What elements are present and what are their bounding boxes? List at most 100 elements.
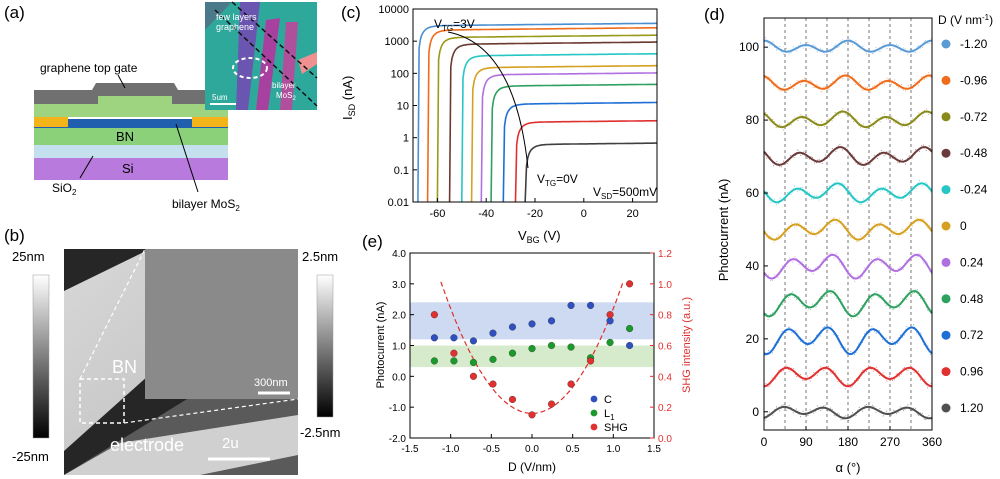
svg-text:bilayer: bilayer bbox=[272, 81, 296, 90]
panel-d-xtick-label: 270 bbox=[880, 435, 900, 449]
panel-c-series-line bbox=[448, 41, 657, 202]
panel-b: (b) 25nm -25nm BN electrode 300nm 2u 2.5… bbox=[4, 226, 340, 475]
panel-d-ytick-label: 100 bbox=[739, 40, 759, 54]
panel-e-point-c bbox=[567, 301, 575, 309]
panel-c-series-line bbox=[514, 119, 657, 202]
panel-c-series-line bbox=[436, 34, 657, 202]
panel-d-series-fit bbox=[763, 110, 933, 129]
si-label: Si bbox=[122, 161, 134, 176]
panel-d-series-data bbox=[763, 107, 933, 131]
svg-text:-2.5nm: -2.5nm bbox=[300, 425, 340, 440]
panel-d-legend-label: 0.48 bbox=[960, 292, 984, 306]
panel-e-ytick-right-label: 0.0 bbox=[658, 434, 672, 445]
panel-e-ytick-left-label: 4.0 bbox=[392, 249, 406, 260]
panel-c-xtick-label: -20 bbox=[527, 208, 543, 220]
panel-e-ytick-right-label: 1.2 bbox=[658, 249, 672, 260]
panel-d-series-data bbox=[763, 216, 933, 244]
panel-e-xtick-label: -1.0 bbox=[442, 444, 460, 455]
panel-e-point-c bbox=[547, 317, 556, 325]
panel-d-legend-label: 0.72 bbox=[960, 328, 984, 342]
panel-e-point-shg bbox=[450, 349, 458, 357]
panel-e-point-shg bbox=[567, 380, 575, 388]
panel-c-series-line bbox=[461, 52, 657, 202]
panel-d-legend-marker bbox=[941, 367, 951, 377]
optical-image-inset: few layers graphene bilayer MoS2 5um bbox=[205, 1, 318, 110]
panel-c-ylabel: ISD (nA) bbox=[340, 76, 357, 120]
panel-e-legend-marker bbox=[590, 409, 598, 417]
panel-e-point-shg bbox=[508, 395, 517, 404]
panel-d-series-fit bbox=[763, 74, 933, 91]
svg-text:2.5nm: 2.5nm bbox=[302, 249, 338, 264]
electrode-label: electrode bbox=[110, 435, 184, 455]
panel-c-series-line bbox=[426, 26, 658, 202]
panel-d-xtick-label: 360 bbox=[922, 435, 942, 449]
panel-e-point-l1 bbox=[469, 358, 477, 367]
top-gate-label: graphene top gate bbox=[40, 61, 138, 75]
panel-d-ytick-label: 40 bbox=[746, 259, 760, 273]
afm-image: BN electrode 300nm 2u bbox=[64, 248, 299, 475]
panel-d-legend-label: -0.48 bbox=[960, 146, 988, 160]
panel-e-point-l1 bbox=[508, 349, 517, 357]
annotation-vtg-3v: VTG=3V bbox=[434, 17, 475, 33]
panel-e-xtick-label: 1.0 bbox=[606, 444, 620, 455]
panel-c-xlabel: VBG (V) bbox=[518, 228, 561, 245]
panel-e-ytick-left-label: 3.0 bbox=[392, 280, 406, 291]
panel-e-point-l1 bbox=[528, 345, 536, 353]
panel-e-xlabel: D (V/nm) bbox=[508, 460, 556, 474]
panel-e-scatter-chart: (e) -1.5 -1.0 -0.5 0.0 0.5 1.0 1.5 -2.0 -1.0 0.0 1… bbox=[362, 232, 693, 474]
panel-e-point-l1 bbox=[606, 338, 614, 346]
panel-c-series-line bbox=[502, 101, 657, 202]
svg-text:few layers: few layers bbox=[216, 12, 257, 22]
panel-d-series-fit bbox=[763, 366, 933, 388]
left-colorbar bbox=[32, 274, 50, 439]
inset-flake-1 bbox=[236, 2, 260, 110]
panel-e-legend-marker bbox=[590, 423, 598, 431]
panel-e-ytick-right-label: 0.2 bbox=[658, 403, 672, 414]
inset-bilayer-outline bbox=[232, 57, 268, 79]
panel-e-point-c bbox=[469, 337, 477, 345]
mos2-layer bbox=[34, 119, 228, 128]
panel-c-ytick-label: 10000 bbox=[378, 4, 409, 16]
panel-e-legend-label: SHG bbox=[604, 422, 628, 434]
panel-c-ytick-label: 0.01 bbox=[388, 197, 409, 209]
sio2-layer bbox=[34, 145, 228, 158]
panel-d-polar-chart: (d) 0 90 180 270 360 0 20 40 60 80 100 Photocurren… bbox=[704, 5, 993, 475]
panel-e-point-c bbox=[626, 341, 634, 350]
panel-e-xtick-label: -0.5 bbox=[483, 444, 501, 455]
panel-d-ytick-label: 80 bbox=[746, 113, 760, 127]
panel-d-legend-marker bbox=[941, 75, 951, 85]
panel-e-ytick-right-label: 1.0 bbox=[658, 280, 672, 291]
panel-d-ytick-label: 0 bbox=[752, 405, 759, 419]
panel-a: (a) graphene top gate BN Si SiO2 bilayer… bbox=[4, 1, 318, 213]
annotation-arrow bbox=[447, 31, 529, 169]
graphene-top-gate bbox=[34, 83, 228, 104]
bn-label: BN bbox=[116, 129, 134, 144]
panel-e-point-shg bbox=[430, 311, 438, 319]
panel-d-series-data bbox=[763, 323, 933, 358]
bilayer-label: bilayer MoS2 bbox=[172, 197, 240, 213]
panel-d-legend-label: 0.24 bbox=[960, 255, 984, 269]
panel-d-series-fit bbox=[763, 39, 933, 53]
panel-e-point-c bbox=[528, 320, 536, 328]
electrode-right bbox=[192, 117, 228, 127]
panel-e-point-c bbox=[606, 317, 614, 325]
panel-d-xtick-label: 180 bbox=[838, 435, 858, 449]
panel-d-xtick-label: 0 bbox=[761, 435, 768, 449]
bilayer-pointer bbox=[175, 123, 199, 193]
panel-e-point-shg bbox=[587, 357, 595, 365]
panel-c-series-line bbox=[524, 142, 657, 202]
annotation-vsd: VSD=500mV bbox=[593, 185, 657, 201]
panel-c-ytick-label: 1000 bbox=[385, 36, 409, 48]
panel-c-series-line bbox=[480, 72, 657, 202]
annotation-vtg-0v: VTG=0V bbox=[537, 172, 578, 188]
svg-text:300nm: 300nm bbox=[254, 377, 288, 389]
zoom-region-box bbox=[79, 378, 125, 424]
panel-e-legend-marker bbox=[590, 395, 598, 403]
sio2-pointer bbox=[79, 155, 94, 179]
panel-e-point-shg bbox=[626, 280, 634, 288]
panel-e-ytick-left-label: -2.0 bbox=[389, 434, 407, 445]
bn-top-layer bbox=[34, 96, 228, 117]
panel-c-series-line bbox=[417, 22, 657, 202]
panel-c-ytick-label: 100 bbox=[391, 68, 409, 80]
